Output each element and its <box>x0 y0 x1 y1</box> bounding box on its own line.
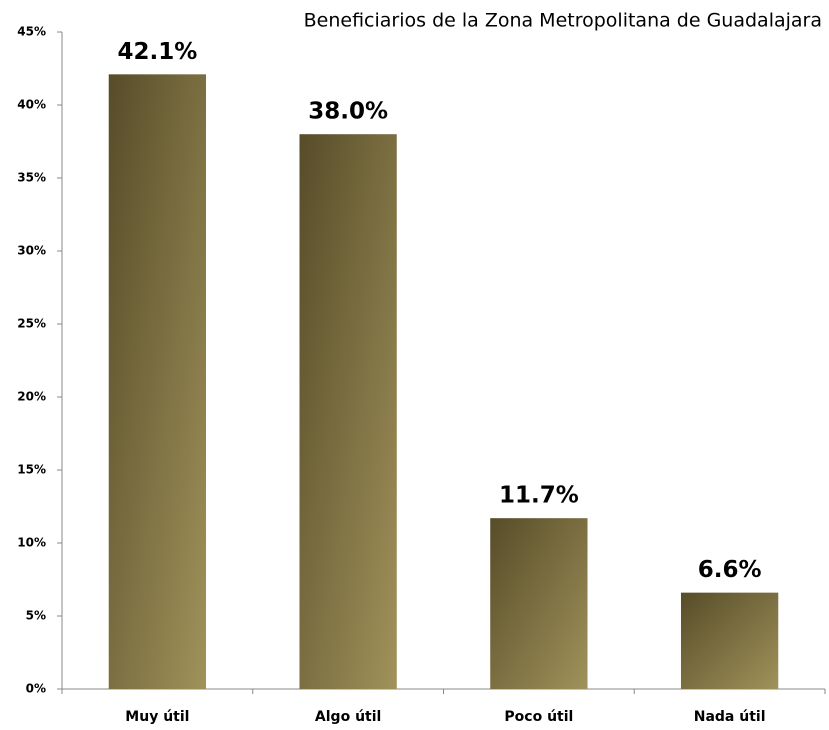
bar <box>108 74 207 690</box>
y-tick-label: 5% <box>26 609 46 623</box>
x-tick-label: Muy útil <box>125 709 189 725</box>
chart-subtitle: Beneficiarios de la Zona Metropolitana d… <box>304 10 822 32</box>
value-label: 42.1% <box>117 39 197 65</box>
y-tick-label: 25% <box>17 317 46 331</box>
value-label: 6.6% <box>698 557 762 583</box>
value-label: 11.7% <box>499 483 579 509</box>
y-tick-label: 10% <box>17 536 46 550</box>
value-label: 38.0% <box>308 99 388 125</box>
x-tick-label: Poco útil <box>504 709 573 725</box>
y-tick-label: 35% <box>17 171 46 185</box>
bar <box>490 518 588 689</box>
y-tick-label: 0% <box>26 682 46 696</box>
y-tick-label: 30% <box>17 244 46 258</box>
y-tick-label: 15% <box>17 463 46 477</box>
y-tick-label: 20% <box>17 390 46 404</box>
x-tick-label: Nada útil <box>694 709 766 725</box>
y-tick-label: 45% <box>17 25 46 39</box>
y-tick-label: 40% <box>17 98 46 112</box>
x-tick-label: Algo útil <box>315 709 381 725</box>
bar <box>299 134 397 689</box>
bar <box>680 592 779 689</box>
